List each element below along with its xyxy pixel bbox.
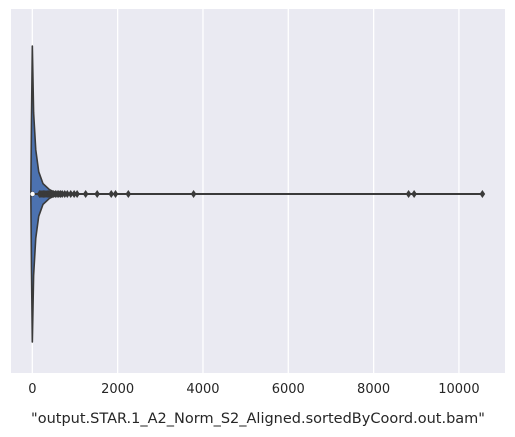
outlier-point: [125, 190, 132, 198]
outlier-point: [108, 190, 115, 198]
x-tick-label-6000: 6000: [272, 382, 305, 397]
outlier-point: [71, 190, 77, 198]
x-tick-label-2000: 2000: [101, 382, 134, 397]
outlier-point: [94, 190, 100, 198]
x-tick-label-0: 0: [28, 382, 36, 397]
median-marker: [30, 191, 35, 197]
outlier-point: [479, 190, 486, 198]
outlier-point: [64, 190, 71, 198]
x-tick-label-4000: 4000: [186, 382, 219, 397]
x-axis-label: "output.STAR.1_A2_Norm_S2_Aligned.sorted…: [31, 411, 485, 427]
outlier-point: [67, 190, 74, 198]
x-tick-labels: 0 2000 4000 6000 8000 10000: [28, 382, 479, 397]
outlier-point: [411, 190, 417, 198]
plot-background: [11, 9, 505, 373]
outlier-point: [82, 190, 89, 198]
x-tick-label-8000: 8000: [357, 382, 390, 397]
outlier-point: [190, 190, 197, 198]
outlier-point: [405, 190, 412, 198]
outlier-points: [36, 190, 486, 198]
outlier-point: [112, 190, 119, 198]
outlier-point: [74, 190, 80, 198]
x-tick-label-10000: 10000: [438, 382, 479, 397]
